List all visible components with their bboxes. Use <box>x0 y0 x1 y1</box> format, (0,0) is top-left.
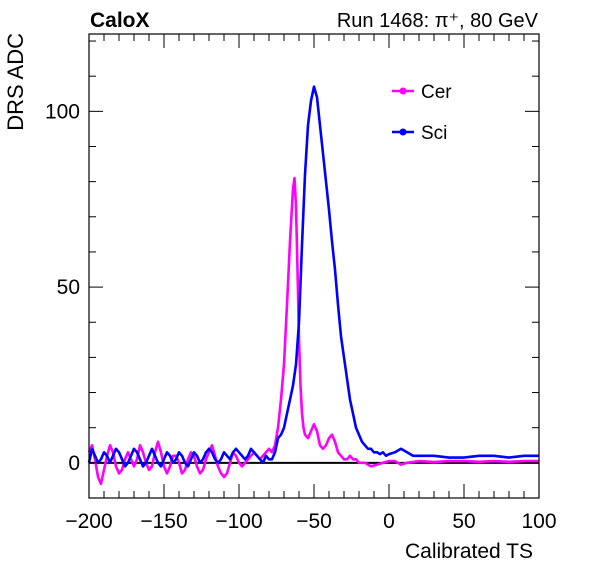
x-tick-label: −150 <box>140 510 187 533</box>
x-axis-title: Calibrated TS <box>405 540 533 563</box>
y-tick-label: 50 <box>57 276 80 299</box>
series-line-sci <box>87 85 539 468</box>
legend: Cer Sci <box>392 82 452 144</box>
x-tick-label: 0 <box>383 510 395 533</box>
x-tick-label: 50 <box>452 510 475 533</box>
y-tick-label: 100 <box>45 100 80 123</box>
x-tick-label: 100 <box>521 510 556 533</box>
axes-group: −200 −150 −100 −50 0 50 100 0 50 100 <box>45 33 557 533</box>
legend-label-sci: Sci <box>421 123 447 144</box>
legend-marker-cer <box>399 87 407 95</box>
legend-label-cer: Cer <box>421 82 452 103</box>
x-tick-label: −200 <box>65 510 112 533</box>
y-tick-label: 0 <box>68 452 80 475</box>
x-tick-label: −100 <box>215 510 262 533</box>
experiment-label: CaloX <box>90 9 150 32</box>
series-group <box>87 85 539 486</box>
y-axis-title: DRS ADC <box>3 33 28 131</box>
x-tick-label: −50 <box>296 510 332 533</box>
legend-marker-sci <box>399 128 407 136</box>
run-info-label: Run 1468: π⁺, 80 GeV <box>337 10 539 32</box>
